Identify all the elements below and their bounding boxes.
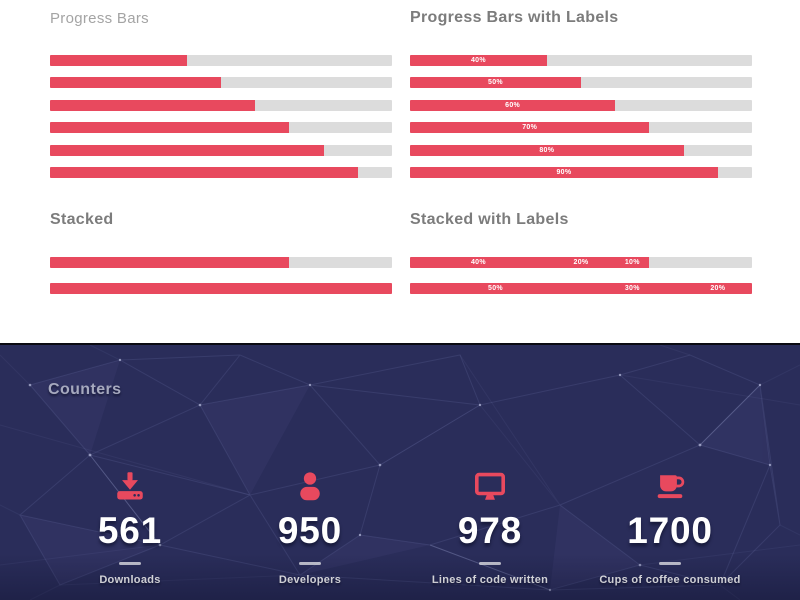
- progress-bars-plain-list: [50, 55, 392, 178]
- stacked-bar-segment: 10%: [615, 257, 650, 268]
- counter-item: 978 Lines of code written: [400, 468, 580, 586]
- section-title: Progress Bars with Labels: [410, 9, 619, 26]
- progress-bar-track: 60%: [410, 99, 752, 111]
- progress-bar-fill: [50, 144, 324, 156]
- section-title: Progress Bars: [50, 10, 149, 27]
- progress-bar-track: [50, 122, 392, 134]
- counter-divider: [119, 562, 141, 565]
- stacked-bar-segment: 30%: [581, 282, 684, 294]
- counter-item: 561 Downloads: [40, 468, 220, 586]
- section-stacked-with-labels: Stacked with Labels 40% 20% 10% 50% 30% 20%: [410, 210, 752, 308]
- bar-fill-label: 50%: [488, 79, 503, 87]
- progress-bar-fill: 80%: [410, 144, 684, 156]
- progress-bar-fill: 40%: [410, 55, 547, 66]
- user-icon: [220, 468, 400, 504]
- progress-bar-track: 70%: [410, 122, 752, 134]
- progress-bar-fill: [50, 99, 256, 111]
- progress-bar-track: [50, 99, 392, 111]
- progress-bar-fill: 90%: [410, 166, 718, 178]
- progress-bar-fill: [50, 122, 290, 134]
- stacked-bar-segment: 40%: [410, 257, 547, 268]
- stacked-bars-labeled-list: 40% 20% 10% 50% 30% 20%: [410, 257, 752, 294]
- counter-label: Cups of coffee consumed: [599, 574, 741, 586]
- plexus-background: [0, 345, 800, 600]
- counter-item: 1700 Cups of coffee consumed: [580, 468, 760, 586]
- stacked-bar-segments: 50% 30% 20%: [410, 282, 752, 294]
- counter-value: 978: [457, 510, 523, 551]
- bar-segment-label: 20%: [573, 259, 589, 266]
- progress-bar-fill: 50%: [410, 77, 581, 89]
- bar-segment-label: 30%: [624, 284, 640, 292]
- progress-bar-track: 90%: [410, 166, 752, 178]
- bar-segment-label: 50%: [488, 284, 503, 292]
- section-stacked: Stacked: [50, 210, 392, 308]
- section-title: Stacked: [50, 211, 114, 228]
- progress-bar-fill: [50, 77, 221, 89]
- progress-bar-track: 40%: [410, 55, 752, 66]
- counters-section: Counters 561 Downloads 950 Developers 978 Lin…: [0, 343, 800, 600]
- counter-value: 1700: [627, 510, 713, 551]
- bar-fill-label: 80%: [539, 146, 555, 154]
- bar-fill-label: 90%: [556, 168, 572, 176]
- counter-value: 950: [277, 510, 343, 551]
- counter-divider: [299, 562, 321, 565]
- progress-bars-labeled-list: 40% 50% 60% 70% 80% 90%: [410, 55, 752, 178]
- progress-bar-fill: 70%: [410, 122, 650, 134]
- stacked-bars-plain-list: [50, 257, 392, 294]
- bar-fill-label: 40%: [470, 57, 486, 64]
- counter-divider: [659, 562, 681, 565]
- section-progress-bars: Progress Bars: [50, 10, 392, 189]
- bar-fill-label: 70%: [522, 124, 538, 132]
- progress-bar-track: 80%: [410, 144, 752, 156]
- counters-row: 561 Downloads 950 Developers 978 Lines of cod…: [40, 468, 760, 586]
- progress-bar-fill: [50, 55, 187, 66]
- bar-fill-label: 60%: [505, 101, 521, 109]
- bar-segment-label: 10%: [624, 259, 640, 266]
- progress-bar-track: 50%: [410, 77, 752, 89]
- progress-bar-track: 40% 20% 10%: [410, 257, 752, 268]
- counter-label: Developers: [278, 574, 342, 586]
- counter-label: Downloads: [99, 574, 161, 586]
- progress-bar-fill: [50, 282, 392, 294]
- progress-bar-track: [50, 144, 392, 156]
- counter-divider: [479, 562, 501, 565]
- progress-bar-track: 50% 30% 20%: [410, 282, 752, 294]
- coffee-icon: [580, 468, 760, 504]
- counters-section-title: Counters: [48, 381, 122, 398]
- counter-label: Lines of code written: [431, 574, 549, 586]
- progress-bar-track: [50, 257, 392, 268]
- monitor-icon: [400, 468, 580, 504]
- progress-bar-fill: [50, 166, 358, 178]
- progress-bar-track: [50, 77, 392, 89]
- stacked-bar-segment: 20%: [683, 282, 752, 294]
- section-progress-bars-with-labels: Progress Bars with Labels 40% 50% 60% 70% 80…: [410, 8, 752, 189]
- bar-segment-label: 40%: [470, 259, 486, 266]
- progress-bar-track: [50, 282, 392, 294]
- section-title: Stacked with Labels: [410, 211, 569, 228]
- stacked-bar-segment: 50%: [410, 282, 581, 294]
- bar-segment-label: 20%: [710, 284, 726, 292]
- counter-item: 950 Developers: [220, 468, 400, 586]
- progress-bar-fill: [50, 257, 290, 268]
- download-icon: [40, 468, 220, 504]
- progress-bar-track: [50, 55, 392, 66]
- progress-bar-track: [50, 166, 392, 178]
- progress-bar-fill: 60%: [410, 99, 616, 111]
- stacked-bar-segment: 20%: [546, 257, 616, 268]
- counter-value: 561: [97, 510, 163, 551]
- stacked-bar-segments: 40% 20% 10%: [410, 257, 752, 268]
